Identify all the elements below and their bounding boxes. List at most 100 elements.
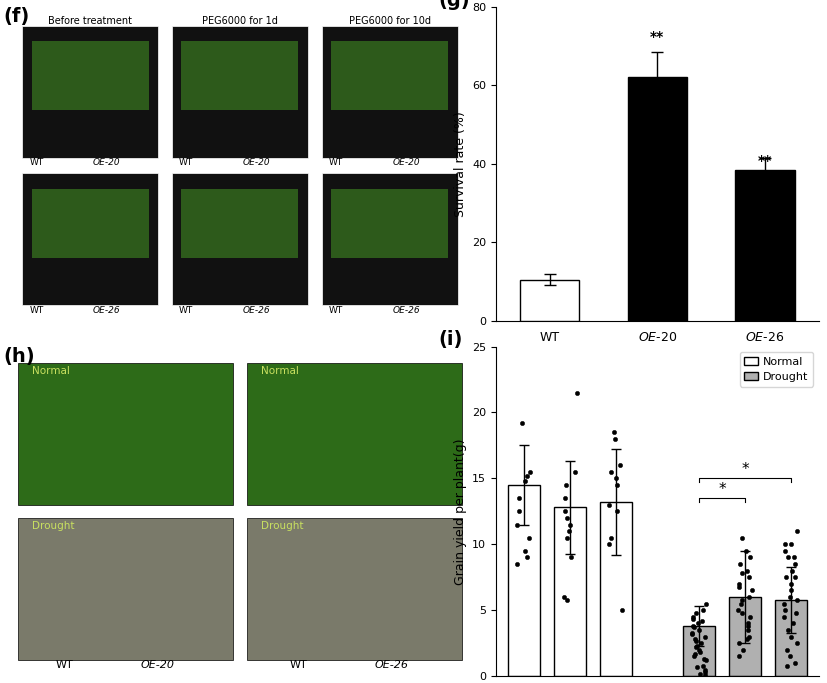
Bar <box>628 77 687 321</box>
Point <box>690 642 703 653</box>
Point <box>519 475 532 486</box>
Text: WT: WT <box>289 660 308 669</box>
Point <box>732 638 745 649</box>
Text: OE-20: OE-20 <box>141 660 175 669</box>
Point <box>740 566 753 576</box>
Text: WT: WT <box>179 158 194 167</box>
Point <box>783 651 796 662</box>
Y-axis label: Survival rate (%): Survival rate (%) <box>453 111 466 217</box>
Point <box>696 660 710 671</box>
Text: OE-26: OE-26 <box>93 305 121 314</box>
Bar <box>729 597 761 676</box>
Text: OE-26: OE-26 <box>392 305 420 314</box>
FancyBboxPatch shape <box>172 26 308 158</box>
Point <box>690 635 703 646</box>
Text: WT: WT <box>29 305 44 314</box>
Point <box>519 546 532 557</box>
Point <box>558 492 571 503</box>
Point <box>742 621 755 632</box>
Point <box>786 618 800 629</box>
Point <box>570 387 583 398</box>
Bar <box>735 169 795 321</box>
Point <box>558 506 571 517</box>
Point <box>686 614 700 625</box>
Point <box>568 466 581 477</box>
Point <box>686 611 700 622</box>
FancyBboxPatch shape <box>22 173 158 305</box>
Text: PEG6000 for 1d: PEG6000 for 1d <box>202 16 278 26</box>
Point <box>605 466 618 477</box>
Point <box>732 581 745 592</box>
FancyBboxPatch shape <box>247 518 462 660</box>
Point <box>699 655 712 666</box>
Point <box>558 591 571 602</box>
Point <box>781 644 794 655</box>
Point <box>733 651 746 662</box>
Point <box>560 532 573 543</box>
Point <box>741 618 754 629</box>
Point <box>520 471 533 482</box>
Point <box>565 552 578 563</box>
Point <box>790 526 803 537</box>
Point <box>695 615 708 626</box>
Point <box>745 585 758 596</box>
FancyBboxPatch shape <box>322 26 457 158</box>
Point <box>510 519 523 530</box>
Point <box>733 559 746 570</box>
Point <box>779 604 792 615</box>
Point <box>691 641 704 652</box>
Point <box>690 607 703 618</box>
Text: WT: WT <box>328 158 343 167</box>
Point <box>603 499 616 510</box>
Point <box>609 433 622 444</box>
Text: OE-20: OE-20 <box>242 158 270 167</box>
Point <box>732 579 745 589</box>
FancyBboxPatch shape <box>331 42 448 111</box>
Text: OE-26: OE-26 <box>375 660 409 669</box>
Point <box>692 624 705 635</box>
Point <box>694 668 707 679</box>
Text: PEG6000 for 10d: PEG6000 for 10d <box>349 16 431 26</box>
Text: Drought: Drought <box>261 521 304 531</box>
Bar <box>553 507 586 676</box>
Point <box>743 611 756 622</box>
Point <box>695 638 708 649</box>
Point <box>688 622 701 633</box>
Text: WT: WT <box>179 305 194 314</box>
Point <box>699 598 712 609</box>
Point <box>786 566 799 576</box>
Point <box>560 594 573 605</box>
Point <box>562 526 576 537</box>
Point <box>777 598 791 609</box>
FancyBboxPatch shape <box>31 42 149 111</box>
Point <box>610 479 624 490</box>
Text: OE-26: OE-26 <box>242 305 270 314</box>
Legend: Normal, Drought: Normal, Drought <box>740 352 813 387</box>
FancyBboxPatch shape <box>322 173 457 305</box>
Text: **: ** <box>650 30 664 44</box>
Point <box>779 546 792 557</box>
Point <box>783 591 796 602</box>
Point <box>520 552 533 563</box>
Point <box>515 417 528 428</box>
Point <box>697 604 710 615</box>
Text: (h): (h) <box>3 346 36 365</box>
Point <box>743 552 757 563</box>
Y-axis label: Grain yield per plant(g): Grain yield per plant(g) <box>453 438 466 585</box>
Point <box>791 638 804 649</box>
Point <box>788 559 801 570</box>
Text: OE-20: OE-20 <box>392 158 420 167</box>
Point <box>698 667 711 678</box>
Point <box>616 604 629 615</box>
Point <box>743 591 756 602</box>
Text: Drought: Drought <box>31 521 74 531</box>
Point <box>523 466 537 477</box>
Point <box>788 572 801 583</box>
FancyBboxPatch shape <box>181 42 299 111</box>
Point <box>777 611 791 622</box>
Point <box>778 539 791 550</box>
Text: (g): (g) <box>438 0 470 10</box>
Text: WT: WT <box>55 660 74 669</box>
Text: Normal: Normal <box>261 366 299 376</box>
Text: WT: WT <box>328 305 343 314</box>
